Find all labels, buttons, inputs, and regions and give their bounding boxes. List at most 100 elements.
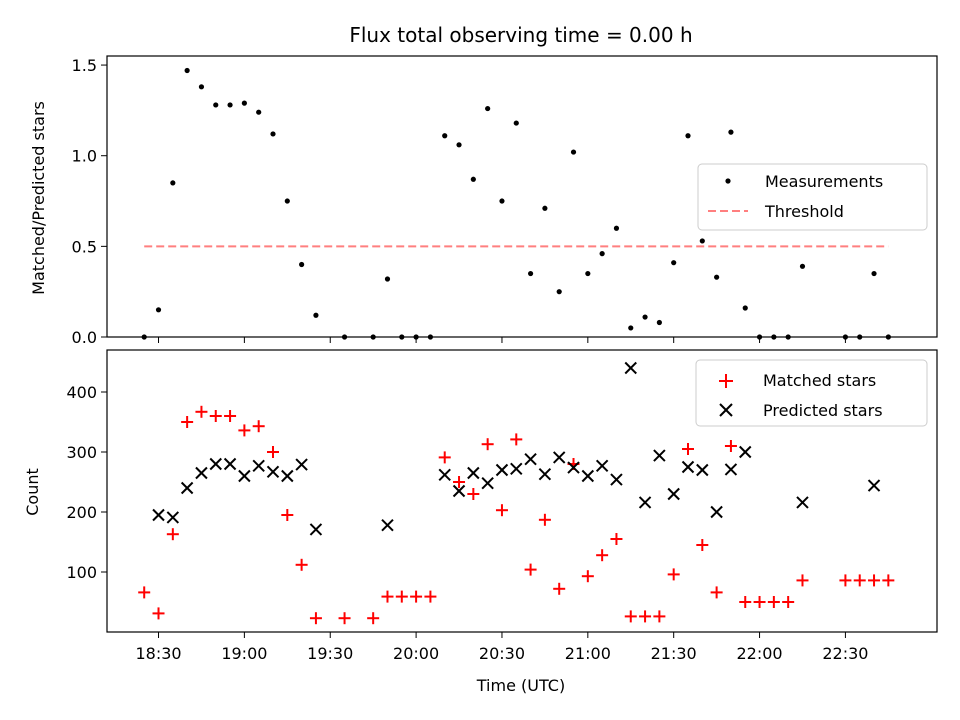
predicted-star-point bbox=[281, 469, 294, 483]
matched-star-point bbox=[667, 568, 680, 581]
matched-star-point bbox=[424, 590, 437, 603]
legend-measurements-label: Measurements bbox=[765, 172, 883, 191]
matched-star-point bbox=[553, 582, 566, 595]
legend-matched-label: Matched stars bbox=[763, 371, 876, 390]
predicted-star-point bbox=[481, 476, 494, 490]
matched-star-point bbox=[839, 574, 852, 587]
matched-star-point bbox=[209, 410, 222, 422]
measurement-point bbox=[699, 238, 705, 244]
matched-star-point bbox=[195, 405, 208, 418]
matched-star-point bbox=[267, 446, 279, 458]
predicted-star-point bbox=[452, 484, 466, 498]
bottom-y-axis-label: Count bbox=[23, 468, 42, 516]
matched-star-point bbox=[782, 596, 795, 608]
matched-star-point bbox=[868, 574, 881, 587]
matched-star-point bbox=[524, 563, 537, 576]
measurement-point bbox=[656, 319, 662, 326]
x-tick-label: 19:00 bbox=[221, 644, 267, 663]
predicted-star-point bbox=[739, 445, 752, 459]
predicted-star-point bbox=[195, 466, 208, 480]
measurement-point bbox=[685, 133, 691, 139]
y-tick-label: 200 bbox=[66, 503, 97, 522]
measurement-point bbox=[442, 133, 448, 139]
predicted-star-point bbox=[524, 452, 537, 466]
bottom-plot-marks bbox=[138, 361, 895, 625]
predicted-star-point bbox=[252, 459, 265, 473]
legend-measurements-marker bbox=[725, 178, 731, 184]
measurement-point bbox=[384, 276, 391, 282]
measurement-point bbox=[613, 225, 620, 231]
matched-star-point bbox=[610, 533, 623, 545]
measurement-point bbox=[313, 312, 319, 318]
predicted-star-point bbox=[696, 463, 709, 477]
measurement-point bbox=[513, 120, 519, 126]
predicted-star-point bbox=[581, 469, 595, 483]
matched-star-point bbox=[238, 424, 251, 437]
bottom-axes-frame bbox=[106, 349, 938, 633]
x-tick-label: 21:30 bbox=[651, 644, 697, 663]
top-axes-frame bbox=[106, 55, 938, 338]
predicted-star-point bbox=[381, 518, 394, 532]
predicted-star-point bbox=[467, 466, 480, 480]
y-tick-label: 400 bbox=[66, 383, 97, 402]
predicted-star-point bbox=[724, 463, 738, 476]
matched-star-point bbox=[724, 440, 737, 452]
predicted-star-point bbox=[610, 473, 623, 486]
legend-predicted-label: Predicted stars bbox=[763, 401, 883, 420]
x-tick-label: 21:00 bbox=[565, 644, 611, 663]
measurement-point bbox=[299, 261, 305, 268]
matched-star-point bbox=[309, 612, 322, 625]
measurement-point bbox=[542, 205, 548, 211]
x-tick-label: 20:00 bbox=[393, 644, 439, 663]
predicted-star-point bbox=[309, 523, 323, 536]
predicted-star-point bbox=[166, 511, 180, 524]
measurement-point bbox=[184, 67, 190, 74]
bottom-legend: Matched stars Predicted stars bbox=[695, 359, 928, 427]
matched-star-point bbox=[639, 610, 652, 623]
matched-star-point bbox=[581, 570, 594, 583]
measurement-point bbox=[871, 270, 877, 277]
predicted-star-point bbox=[567, 461, 580, 474]
matched-star-point bbox=[152, 607, 165, 620]
y-tick-label: 0.0 bbox=[72, 328, 97, 347]
x-tick-label: 18:30 bbox=[135, 644, 181, 663]
measurement-point bbox=[742, 305, 748, 311]
top-y-axis-label: Matched/Predicted stars bbox=[29, 101, 48, 295]
measurement-point bbox=[570, 149, 577, 155]
matched-star-point bbox=[653, 610, 666, 623]
matched-star-point bbox=[367, 612, 380, 625]
measurement-point bbox=[270, 131, 276, 137]
y-tick-label: 0.5 bbox=[72, 237, 97, 256]
top-panel: Flux total observing time = 0.00 h Match… bbox=[29, 23, 938, 347]
measurement-point bbox=[241, 100, 247, 106]
top-axis-ticks: 0.0 0.5 1.0 1.5 bbox=[72, 56, 846, 347]
predicted-star-point bbox=[266, 465, 280, 479]
matched-star-point bbox=[181, 416, 194, 428]
matched-star-point bbox=[438, 451, 451, 464]
predicted-star-point bbox=[595, 459, 609, 473]
legend-predicted-marker bbox=[719, 403, 733, 417]
matched-star-point bbox=[138, 586, 151, 599]
measurement-point bbox=[499, 198, 505, 204]
matched-star-point bbox=[710, 586, 723, 599]
matched-star-point bbox=[796, 574, 809, 587]
measurement-point bbox=[642, 314, 648, 320]
matched-star-point bbox=[739, 596, 752, 608]
predicted-star-point bbox=[667, 487, 680, 501]
predicted-star-point bbox=[223, 457, 237, 471]
matched-star-point bbox=[395, 590, 408, 603]
predicted-star-point bbox=[209, 457, 222, 471]
top-legend: Measurements Threshold bbox=[697, 163, 928, 231]
bottom-legend-box bbox=[695, 359, 928, 427]
measurement-point bbox=[714, 274, 720, 280]
y-tick-label: 1.0 bbox=[72, 147, 97, 166]
measurement-point bbox=[599, 251, 605, 257]
measurement-point bbox=[155, 307, 162, 313]
matched-star-point bbox=[510, 433, 523, 446]
matched-star-point bbox=[410, 590, 423, 603]
measurement-point bbox=[284, 198, 290, 204]
matched-star-point bbox=[753, 596, 766, 608]
matched-star-point bbox=[453, 476, 466, 488]
matched-star-point bbox=[624, 610, 637, 623]
measurement-point bbox=[799, 263, 806, 269]
